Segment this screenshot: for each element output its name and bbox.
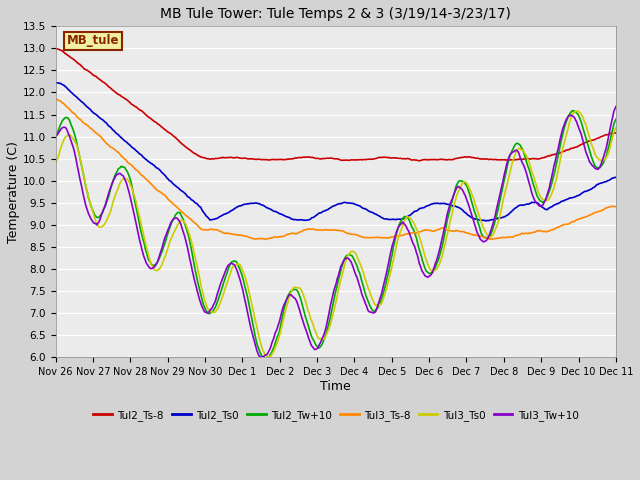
Legend: Tul2_Ts-8, Tul2_Ts0, Tul2_Tw+10, Tul3_Ts-8, Tul3_Ts0, Tul3_Tw+10: Tul2_Ts-8, Tul2_Ts0, Tul2_Tw+10, Tul3_Ts…	[89, 406, 582, 425]
Text: MB_tule: MB_tule	[67, 35, 120, 48]
Y-axis label: Temperature (C): Temperature (C)	[7, 141, 20, 243]
X-axis label: Time: Time	[321, 380, 351, 393]
Title: MB Tule Tower: Tule Temps 2 & 3 (3/19/14-3/23/17): MB Tule Tower: Tule Temps 2 & 3 (3/19/14…	[161, 7, 511, 21]
